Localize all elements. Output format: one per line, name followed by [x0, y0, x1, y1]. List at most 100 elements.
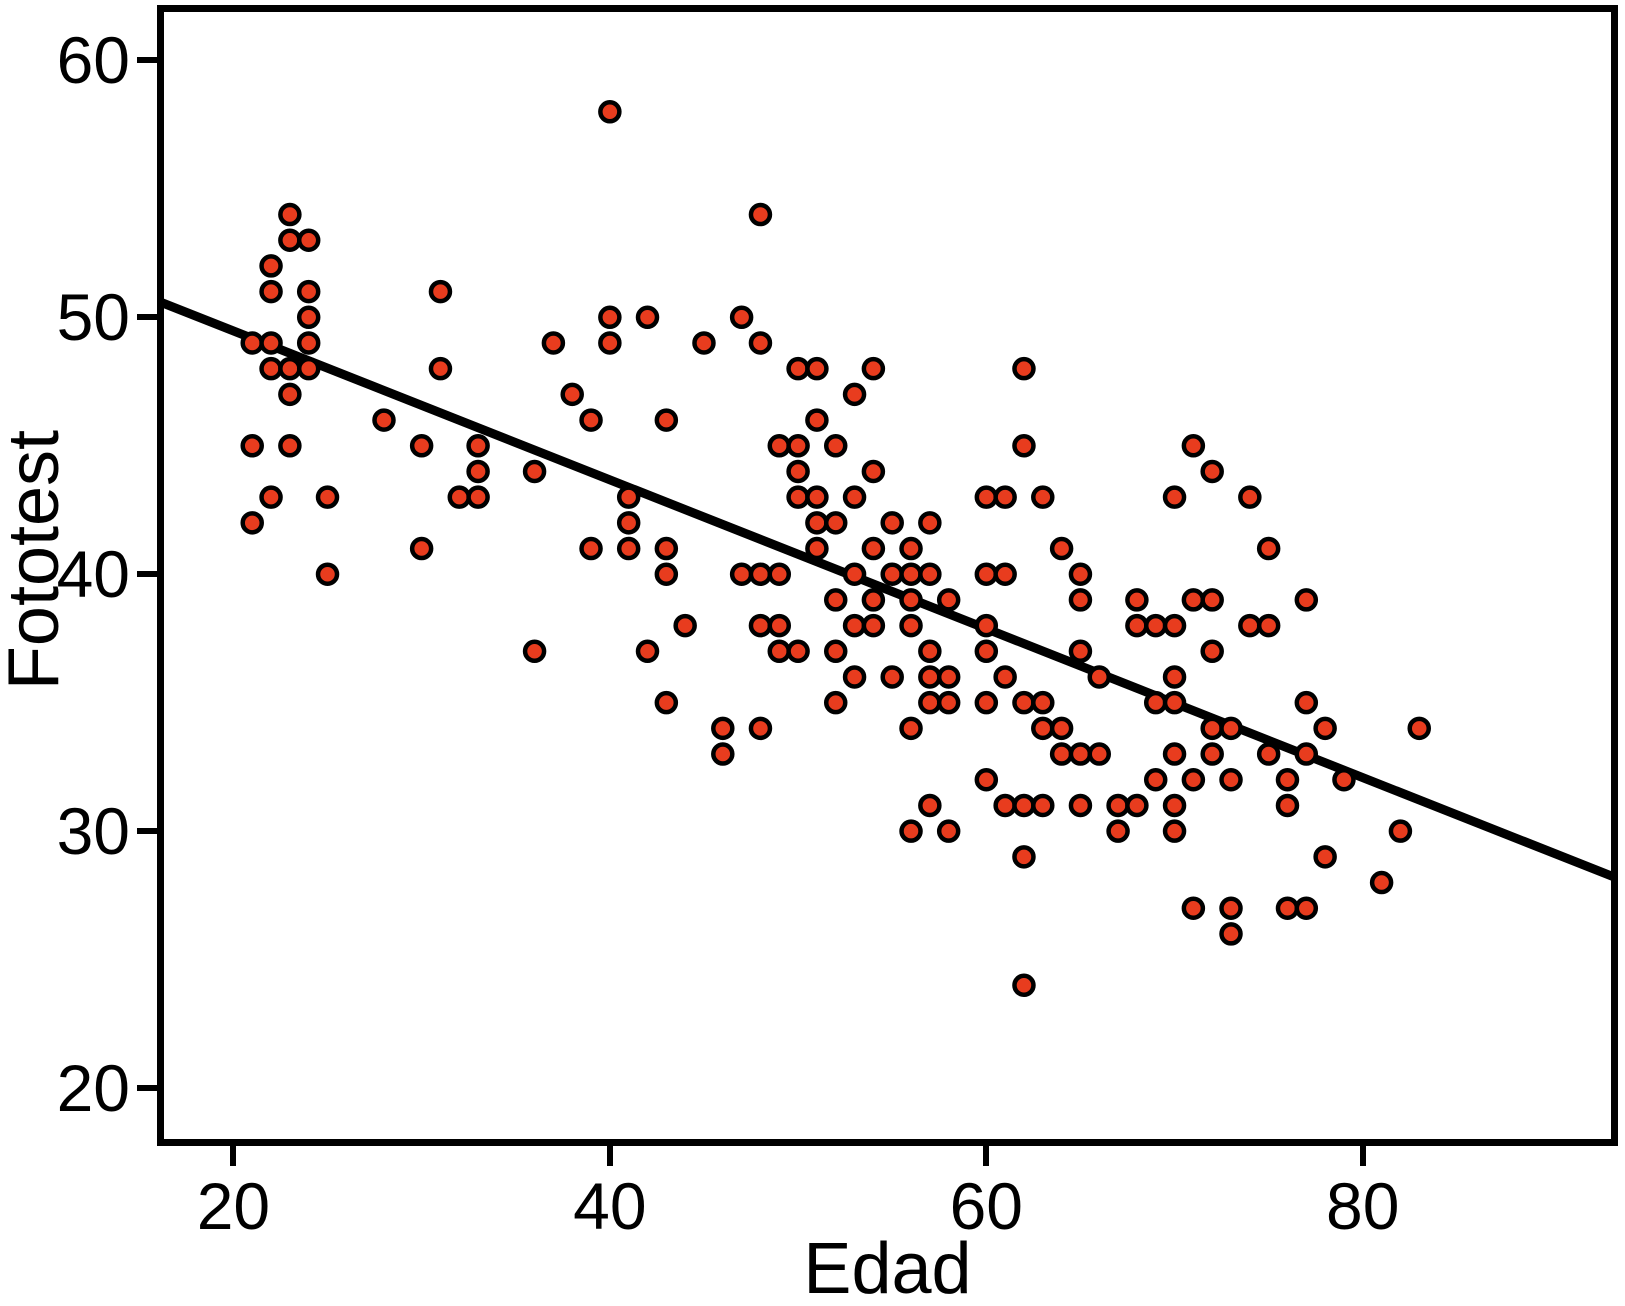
data-point: [842, 665, 867, 689]
data-point: [428, 356, 453, 381]
data-point: [1219, 767, 1243, 792]
y-axis-title: Fototest: [0, 429, 74, 691]
data-point: [1012, 356, 1036, 381]
data-point: [786, 356, 810, 381]
data-point: [767, 639, 792, 664]
data-point: [936, 690, 961, 715]
data-point: [579, 408, 603, 432]
data-point: [805, 408, 829, 432]
data-point: [1313, 845, 1337, 869]
data-point: [918, 639, 942, 664]
data-point: [296, 331, 321, 355]
data-point: [823, 588, 848, 612]
data-point: [786, 459, 810, 484]
data-point: [1294, 742, 1319, 766]
data-point: [899, 562, 923, 586]
data-point: [1294, 690, 1319, 715]
data-point: [786, 485, 810, 509]
data-point: [748, 716, 773, 741]
data-point: [315, 562, 340, 586]
data-point: [1275, 767, 1300, 792]
data-point: [1068, 793, 1093, 818]
data-point: [1162, 793, 1187, 818]
data-point: [1200, 742, 1224, 766]
data-point: [278, 228, 302, 252]
data-point: [1294, 896, 1319, 920]
data-point: [918, 562, 942, 586]
data-point: [786, 639, 810, 664]
data-point: [466, 485, 490, 509]
data-point: [993, 562, 1017, 586]
y-tick-mark: [137, 1085, 157, 1092]
data-point: [259, 279, 283, 304]
data-point: [936, 819, 961, 843]
x-tick-label: 20: [196, 1169, 271, 1243]
data-point: [409, 434, 434, 458]
data-point: [974, 639, 999, 664]
data-point: [936, 665, 961, 689]
data-point: [1256, 613, 1281, 638]
data-point: [861, 356, 886, 381]
data-point: [842, 382, 867, 407]
data-point: [748, 562, 773, 586]
x-tick-label: 60: [949, 1169, 1024, 1243]
data-point: [1012, 973, 1036, 998]
data-point: [1162, 742, 1187, 766]
data-point: [1407, 716, 1431, 741]
y-tick-label: 60: [56, 23, 130, 98]
data-point: [1143, 690, 1168, 715]
data-point: [598, 100, 622, 124]
data-point: [1181, 896, 1206, 920]
data-point: [1049, 742, 1074, 766]
data-point: [786, 434, 810, 458]
data-point: [880, 562, 904, 586]
data-point: [1181, 588, 1206, 612]
data-point: [748, 613, 773, 638]
data-point: [974, 690, 999, 715]
data-point: [861, 536, 886, 561]
data-point: [654, 408, 679, 432]
data-point: [1238, 613, 1262, 638]
data-point: [1256, 536, 1281, 561]
data-point: [918, 690, 942, 715]
data-point: [767, 434, 792, 458]
data-point: [842, 485, 867, 509]
data-point: [1162, 665, 1187, 689]
y-tick-mark: [137, 314, 157, 321]
data-point: [805, 356, 829, 381]
data-point: [259, 485, 283, 509]
x-tick-mark: [606, 1146, 613, 1166]
data-point: [729, 305, 754, 330]
data-point: [466, 434, 490, 458]
data-point: [240, 331, 264, 355]
x-tick-mark: [230, 1146, 237, 1166]
x-tick-label: 40: [573, 1169, 647, 1243]
data-point: [1068, 588, 1093, 612]
data-point: [1087, 665, 1112, 689]
data-point: [823, 434, 848, 458]
data-point: [899, 716, 923, 741]
data-point: [1012, 434, 1036, 458]
data-point: [635, 639, 660, 664]
data-point: [1125, 613, 1149, 638]
data-point: [1332, 767, 1356, 792]
data-point: [447, 485, 472, 509]
data-point: [1256, 742, 1281, 766]
data-point: [918, 665, 942, 689]
data-point: [278, 356, 302, 381]
data-point: [1162, 613, 1187, 638]
data-point: [1031, 793, 1055, 818]
data-point: [1200, 716, 1224, 741]
data-point: [673, 613, 697, 638]
data-point: [1200, 639, 1224, 664]
x-tick-mark: [983, 1146, 990, 1166]
data-point: [1068, 742, 1093, 766]
data-point: [899, 819, 923, 843]
data-point: [1125, 588, 1149, 612]
data-point: [823, 639, 848, 664]
data-point: [616, 536, 641, 561]
data-point: [259, 331, 283, 355]
data-point: [616, 511, 641, 535]
data-point: [315, 485, 340, 509]
